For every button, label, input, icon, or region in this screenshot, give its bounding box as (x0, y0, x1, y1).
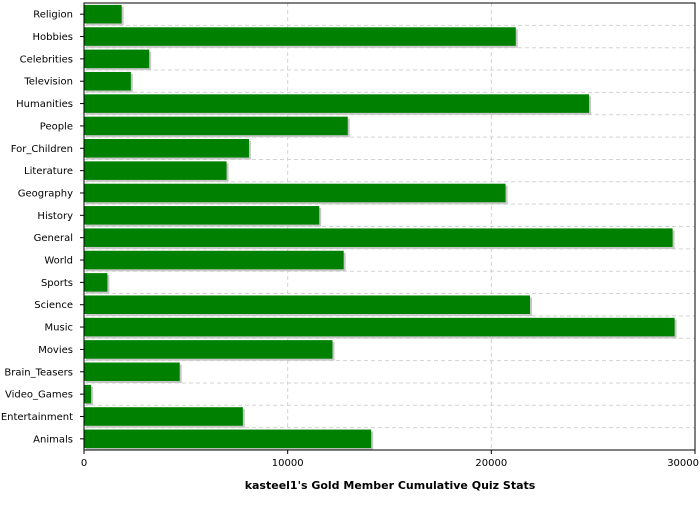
y-tick-label: Geography (18, 188, 73, 199)
y-tick-label: Animals (33, 434, 73, 445)
x-tick-label: 30000 (667, 458, 699, 469)
bar-humanities (84, 94, 590, 113)
y-tick-label: Brain_Teasers (4, 367, 73, 378)
y-tick-label: Television (23, 77, 73, 88)
bar-people (84, 116, 348, 136)
bar-movies (84, 340, 333, 359)
bar-music (84, 317, 675, 337)
bar-history (84, 206, 320, 225)
bar-science (84, 295, 531, 315)
bar-geography (84, 183, 506, 203)
bar-for-children (84, 138, 249, 158)
bar-hobbies (84, 27, 516, 46)
bar-animals (84, 429, 372, 449)
y-tick-label: Movies (38, 345, 73, 356)
x-tick-label: 20000 (475, 458, 507, 469)
x-tick-label: 10000 (272, 458, 304, 469)
y-tick-label: Celebrities (20, 54, 73, 65)
bar-layer (84, 4, 677, 451)
y-tick-label: Sports (41, 278, 73, 289)
bar-general (84, 228, 673, 247)
y-tick-label: Humanities (16, 99, 73, 110)
bar-video-games (84, 384, 92, 404)
bar-television (84, 71, 131, 91)
x-tick-label: 0 (81, 458, 87, 469)
bar-entertainment (84, 407, 243, 426)
y-tick-label: Entertainment (1, 412, 73, 423)
bar-literature (84, 161, 227, 180)
y-tick-label: Hobbies (33, 32, 73, 43)
axis-layer: Religion Hobbies Celebrities Television Huma… (1, 2, 699, 469)
y-tick-label: Music (45, 323, 73, 334)
y-tick-label: Science (34, 300, 73, 311)
x-axis-title: kasteel1's Gold Member Cumulative Quiz S… (245, 479, 536, 492)
y-tick-label: Religion (33, 10, 73, 21)
y-tick-label: History (37, 211, 73, 222)
y-tick-label: Literature (24, 166, 73, 177)
y-tick-label: General (34, 233, 73, 244)
bar-brain-teasers (84, 362, 180, 382)
bar-religion (84, 4, 122, 24)
bar-celebrities (84, 49, 150, 69)
y-tick-label: For_Children (11, 144, 73, 155)
bar-world (84, 250, 344, 270)
y-tick-label: World (44, 256, 73, 267)
y-tick-label: People (40, 121, 73, 132)
plot-frame (83, 2, 696, 451)
bar-sports (84, 273, 108, 292)
y-tick-label: Video_Games (5, 390, 73, 401)
